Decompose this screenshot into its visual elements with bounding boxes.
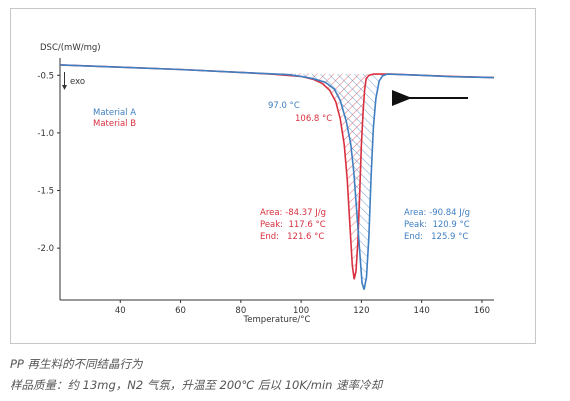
legend-material-a: Material A bbox=[93, 108, 136, 118]
info-a-area: Area: -90.84 J/g bbox=[404, 208, 470, 218]
x-tick-label: 40 bbox=[115, 306, 126, 316]
exo-label: exo bbox=[70, 77, 85, 87]
series-material-a-area-hatch bbox=[271, 73, 387, 290]
x-tick-label: 60 bbox=[175, 306, 186, 316]
x-axis-label: Temperature/°C bbox=[243, 315, 311, 325]
info-b-peak: Peak: 117.6 °C bbox=[260, 220, 326, 230]
info-box-material-b: Area: -84.37 J/g Peak: 117.6 °C End: 121… bbox=[260, 208, 326, 242]
series-material-a-line bbox=[59, 64, 495, 290]
y-tick-label: -0.5 bbox=[37, 71, 54, 81]
y-tick-label: -2.0 bbox=[37, 244, 54, 254]
y-ticks: -0.5 -1.0 -1.5 -2.0 bbox=[37, 71, 60, 254]
exo-indicator: exo bbox=[62, 72, 85, 90]
x-tick-label: 80 bbox=[235, 306, 246, 316]
onset-label-a: 97.0 °C bbox=[268, 101, 300, 111]
info-b-end: End: 121.6 °C bbox=[260, 232, 324, 242]
y-tick-label: -1.5 bbox=[37, 187, 54, 197]
chart-frame bbox=[10, 8, 536, 344]
x-tick-label: 100 bbox=[293, 306, 309, 316]
axes bbox=[59, 58, 494, 301]
info-b-area: Area: -84.37 J/g bbox=[260, 208, 326, 218]
caption-title: PP 再生料的不同结晶行为 bbox=[10, 357, 143, 371]
info-box-material-a: Area: -90.84 J/g Peak: 120.9 °C End: 125… bbox=[404, 208, 470, 242]
exo-arrow-head-icon bbox=[62, 85, 67, 90]
onset-label-b: 106.8 °C bbox=[295, 114, 332, 124]
legend-material-b: Material B bbox=[93, 119, 136, 129]
x-tick-label: 160 bbox=[474, 306, 490, 316]
y-axis-label: DSC/(mW/mg) bbox=[40, 43, 101, 53]
y-tick-label: -1.0 bbox=[37, 129, 54, 139]
caption-conditions: 样品质量：约 13mg，N2 气氛，升温至 200℃ 后以 10K/min 速率… bbox=[10, 378, 383, 392]
x-ticks: 40 60 80 100 120 140 160 bbox=[115, 300, 490, 316]
info-a-end: End: 125.9 °C bbox=[404, 232, 468, 242]
info-a-peak: Peak: 120.9 °C bbox=[404, 220, 470, 230]
x-tick-label: 120 bbox=[353, 306, 369, 316]
x-tick-label: 140 bbox=[414, 306, 430, 316]
